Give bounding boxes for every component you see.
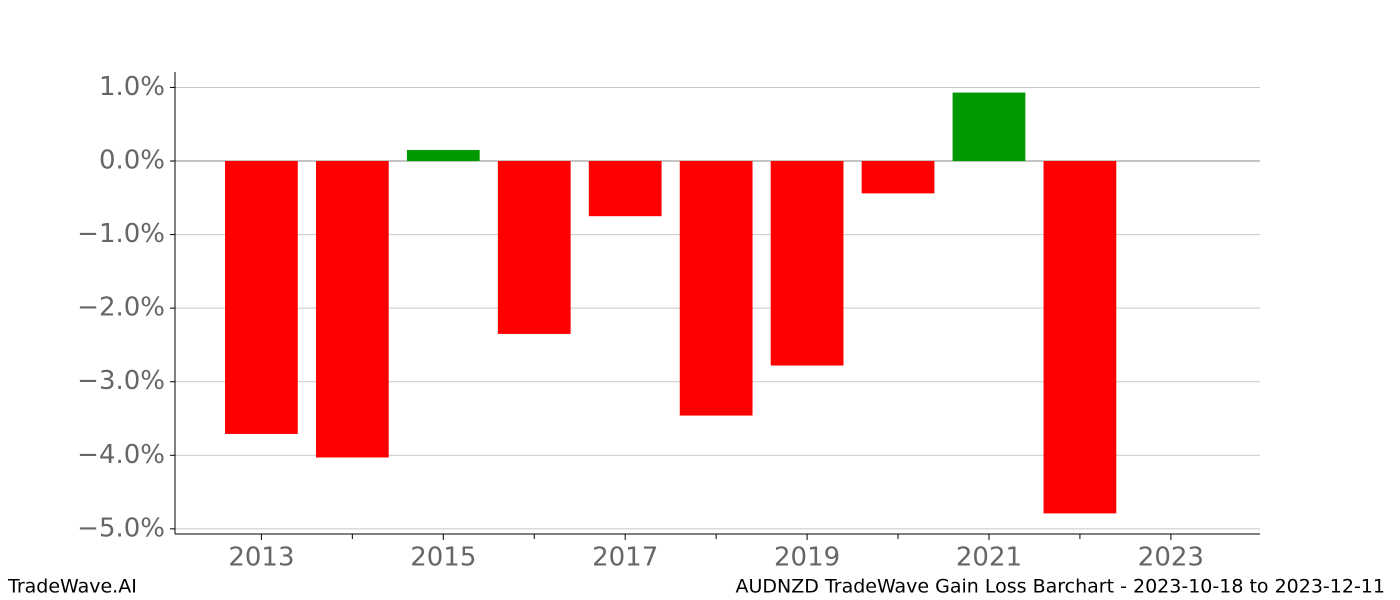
y-tick-label: 0.0% — [99, 146, 165, 176]
y-tick-label: −4.0% — [77, 440, 165, 470]
bar — [770, 161, 844, 366]
bar — [588, 161, 662, 217]
bar — [952, 92, 1026, 162]
bar — [315, 161, 389, 458]
bar — [1043, 161, 1117, 514]
source: TradeWave.AI — [7, 576, 137, 598]
bar — [679, 161, 753, 416]
x-tick-label: 2015 — [410, 543, 476, 573]
x-tick-label: 2019 — [774, 543, 840, 573]
x-tick-label: 2017 — [592, 543, 658, 573]
y-tick-label: −3.0% — [77, 366, 165, 396]
bar — [406, 149, 480, 162]
bar — [861, 161, 935, 194]
y-tick-label: −1.0% — [77, 219, 165, 249]
chart-title: AUDNZD TradeWave Gain Loss Barchart - 20… — [736, 576, 1385, 598]
y-tick-label: −2.0% — [77, 293, 165, 323]
x-tick-label: 2013 — [228, 543, 294, 573]
x-tick-label: 2023 — [1138, 543, 1204, 573]
bar — [497, 161, 571, 334]
y-tick-label: −5.0% — [77, 513, 165, 543]
bar — [225, 161, 298, 434]
y-tick-label: 1.0% — [99, 72, 165, 102]
x-tick-label: 2021 — [956, 543, 1022, 573]
